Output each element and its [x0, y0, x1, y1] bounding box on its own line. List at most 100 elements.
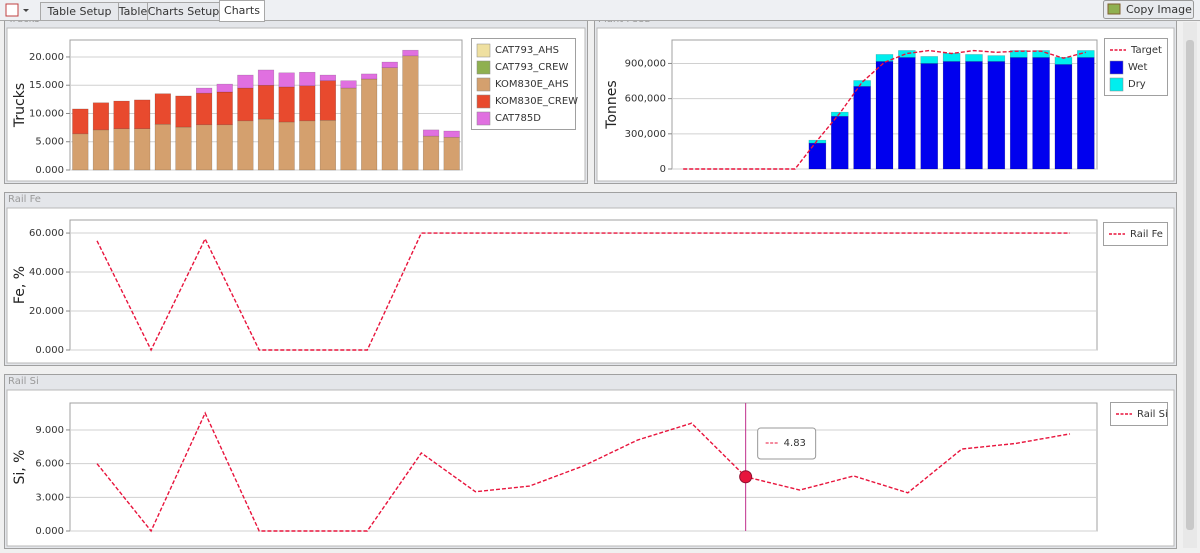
bar	[443, 130, 460, 138]
bar	[381, 61, 398, 68]
tab-strip	[0, 0, 1200, 21]
bar	[216, 83, 233, 93]
bar	[278, 72, 295, 88]
legend-label: Rail Si	[1137, 409, 1168, 420]
bar	[237, 87, 254, 122]
menu-icon[interactable]	[5, 3, 19, 17]
bar	[920, 63, 938, 170]
bar	[965, 61, 983, 170]
bar	[942, 61, 961, 170]
y-tick-label: 20.000	[29, 52, 64, 63]
bar	[381, 67, 398, 171]
y-axis-title: Tonnes	[604, 80, 620, 129]
bar	[942, 53, 961, 62]
bar	[402, 49, 419, 57]
bar	[196, 87, 213, 94]
y-tick-label: 9.000	[35, 425, 64, 436]
bar	[1077, 50, 1095, 58]
legend-swatch	[476, 77, 491, 92]
plot-area	[69, 402, 1098, 532]
bar	[875, 54, 894, 62]
bar	[319, 120, 336, 171]
tooltip	[757, 427, 817, 460]
bar	[1009, 50, 1028, 58]
line	[96, 232, 1070, 352]
y-axis-title: Fe, %	[12, 266, 28, 304]
bar	[113, 100, 130, 129]
legend-label: Wet	[1128, 62, 1147, 73]
bar	[808, 139, 827, 144]
tab-label[interactable]: Charts Setup	[148, 5, 219, 18]
legend	[1110, 402, 1168, 426]
bar	[361, 73, 378, 80]
bar	[853, 86, 871, 170]
copy-button[interactable]	[1103, 0, 1194, 19]
bar	[319, 80, 336, 121]
legend-swatch	[476, 43, 491, 58]
legend-label: CAT793_AHS	[495, 45, 559, 56]
bar	[175, 126, 192, 171]
plot-area	[69, 219, 1098, 351]
y-tick-label: 0.000	[35, 165, 64, 176]
y-tick-label: 60.000	[29, 228, 64, 239]
bar	[257, 84, 275, 120]
bar	[898, 50, 916, 58]
bar	[196, 92, 213, 126]
line	[96, 411, 1071, 533]
hover-marker	[739, 470, 753, 484]
tab-active[interactable]	[219, 0, 265, 22]
tab-label[interactable]: Table Setup	[47, 5, 112, 18]
legend-label: CAT785D	[495, 113, 541, 124]
scroll-thumb[interactable]	[1186, 40, 1194, 530]
y-axis-title: Trucks	[12, 83, 28, 128]
bar	[154, 123, 171, 171]
line	[683, 49, 1086, 170]
copy-button-label[interactable]: Copy Image	[1126, 3, 1192, 16]
bar	[1077, 57, 1095, 170]
bar	[92, 129, 110, 171]
bar	[257, 69, 275, 86]
menu-arrow[interactable]	[23, 9, 29, 12]
tab-label[interactable]: Charts	[224, 4, 260, 17]
bar	[875, 61, 894, 170]
y-tick-label: 5.000	[35, 137, 64, 148]
bar	[340, 80, 357, 89]
bar	[299, 85, 316, 122]
bar	[987, 55, 1006, 62]
legend	[1103, 222, 1168, 246]
y-tick-label: 900,000	[625, 58, 666, 69]
legend-label: Rail Fe	[1130, 229, 1163, 240]
y-tick-label: 20.000	[29, 306, 64, 317]
bar	[237, 74, 254, 89]
bar	[402, 55, 419, 171]
copy-icon[interactable]	[1107, 3, 1121, 15]
bar	[72, 108, 89, 135]
tooltip-value: 4.83	[784, 438, 806, 449]
bar	[278, 86, 295, 123]
bar	[1032, 50, 1050, 58]
tab-label[interactable]: Table	[118, 5, 148, 18]
legend-swatch	[476, 94, 491, 109]
bar	[319, 74, 336, 81]
bar	[175, 95, 192, 128]
bar	[965, 54, 983, 62]
bar	[113, 128, 130, 171]
y-tick-label: 0	[660, 164, 666, 175]
bar	[72, 133, 89, 171]
legend-swatch	[476, 111, 491, 126]
y-tick-label: 0.000	[35, 526, 64, 537]
bar	[257, 118, 275, 171]
y-tick-label: 6.000	[35, 459, 64, 470]
panel-title: Rail Fe	[8, 194, 41, 205]
bar	[154, 93, 171, 125]
legend-label: Dry	[1128, 79, 1146, 90]
legend-swatch	[476, 60, 491, 75]
y-axis-title: Si, %	[12, 450, 28, 485]
bar	[299, 120, 316, 171]
bar	[196, 124, 213, 171]
y-tick-label: 15.000	[29, 80, 64, 91]
bar	[443, 136, 460, 171]
bar	[1054, 64, 1073, 170]
legend-label: KOM830E_CREW	[495, 96, 578, 107]
tab-bar: Table Setup Table Charts Setup Charts Co…	[0, 0, 1200, 22]
